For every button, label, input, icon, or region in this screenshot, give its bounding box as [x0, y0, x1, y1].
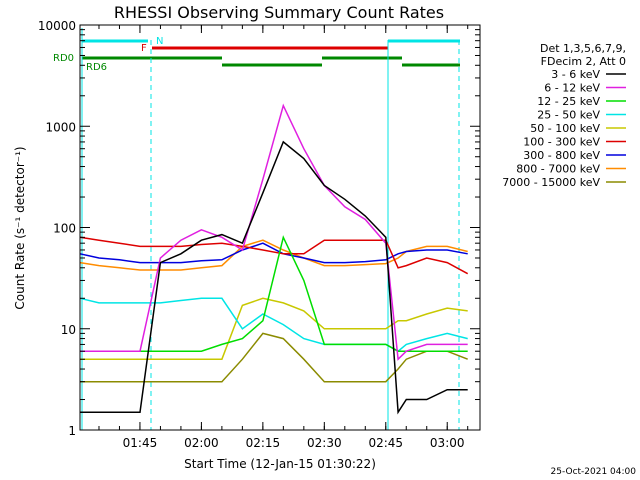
x-tick-label: 02:15 [246, 436, 281, 450]
series-line [79, 239, 468, 271]
legend-label: 3 - 6 keV [551, 68, 600, 81]
y-tick-label: 100 [53, 222, 76, 236]
series-line [80, 235, 468, 352]
x-axis: 01:45 02:00 02:15 02:30 02:45 03:00 [98, 25, 469, 450]
series-line [80, 103, 468, 361]
series-line [79, 236, 469, 275]
legend-label: 50 - 100 keV [530, 122, 600, 135]
y-axis: 1 10 100 1000 10000 [38, 19, 480, 438]
x-tick-label: 02:45 [368, 436, 403, 450]
flag-label-rd0: RD0 [53, 53, 74, 64]
legend-label: 7000 - 15000 keV [502, 176, 600, 189]
series-line [79, 297, 468, 353]
plot-frame [79, 24, 481, 431]
y-tick-label: 1000 [45, 120, 76, 134]
y-tick-label: 10 [61, 323, 76, 337]
legend-label: 300 - 800 keV [523, 149, 600, 162]
footer-timestamp: 25-Oct-2021 04:00 [551, 467, 637, 477]
series-layer [79, 103, 469, 415]
x-axis-label: Start Time (12-Jan-15 01:30:22) [184, 457, 376, 471]
vertical-markers [81, 28, 460, 430]
chart-title: RHESSI Observing Summary Count Rates [114, 3, 444, 22]
series-line [80, 140, 468, 415]
flag-label-n: N [156, 36, 163, 47]
y-tick-label: 10000 [38, 19, 76, 33]
legend-label: 6 - 12 keV [544, 82, 600, 95]
flag-label-rd6: RD6 [86, 62, 107, 73]
legend-header-2: FDecim 2, Att 0 [541, 55, 626, 68]
legend-header-1: Det 1,3,5,6,7,9, [540, 42, 626, 55]
y-tick-label: 1 [68, 424, 76, 438]
flag-bars: N F RD0 RD6 [53, 36, 460, 73]
x-tick-label: 01:45 [123, 436, 158, 450]
legend-label: 100 - 300 keV [523, 136, 600, 149]
legend: Det 1,3,5,6,7,9, FDecim 2, Att 0 3 - 6 k… [502, 42, 626, 189]
flag-label-f: F [141, 43, 147, 54]
y-axis-label: Count Rate (s⁻¹ detector⁻¹) [13, 146, 27, 309]
legend-label: 25 - 50 keV [537, 109, 600, 122]
legend-label: 12 - 25 keV [537, 95, 600, 108]
x-tick-label: 03:00 [430, 436, 465, 450]
legend-label: 800 - 7000 keV [516, 163, 600, 176]
x-tick-label: 02:30 [307, 436, 342, 450]
x-tick-label: 02:00 [184, 436, 219, 450]
series-line [80, 332, 468, 383]
